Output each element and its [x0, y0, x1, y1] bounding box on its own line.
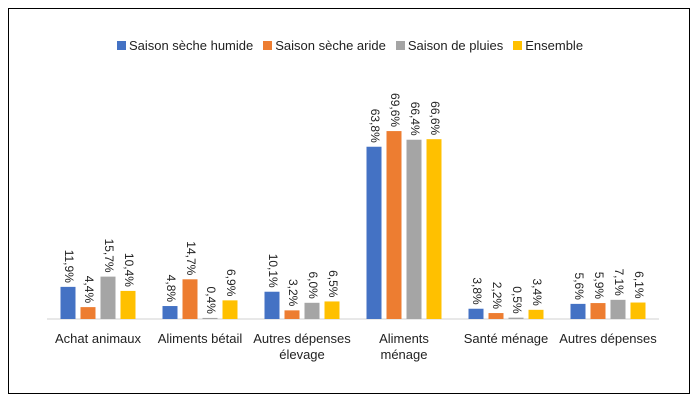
bar	[182, 279, 198, 319]
legend-label: Saison sèche humide	[128, 38, 254, 53]
data-label: 66,6%	[428, 101, 442, 135]
legend: Saison sèche humide Saison sèche aride Sai…	[0, 38, 700, 53]
bar	[60, 286, 76, 319]
x-tick-label: Autres dépenses	[559, 331, 657, 346]
data-label: 7,1%	[612, 268, 626, 296]
legend-item: Saison de pluies	[395, 38, 504, 53]
legend-label: Ensemble	[525, 38, 584, 53]
bar	[570, 303, 586, 319]
legend-swatch	[395, 41, 405, 50]
bar	[468, 308, 484, 319]
legend-item: Saison sèche humide	[116, 38, 254, 53]
legend-label: Saison de pluies	[407, 38, 504, 53]
bar	[284, 310, 300, 319]
bar	[508, 317, 524, 319]
legend-swatch	[513, 41, 523, 50]
data-label: 4,8%	[164, 275, 178, 303]
data-label: 66,4%	[408, 102, 422, 136]
bar	[590, 303, 606, 319]
bar	[386, 131, 402, 319]
data-label: 6,9%	[224, 269, 238, 297]
x-tick-label: Achat animaux	[55, 331, 141, 346]
bar	[264, 291, 280, 319]
data-label: 6,1%	[632, 271, 646, 299]
data-label: 63,8%	[368, 109, 382, 143]
chart-border	[8, 8, 690, 394]
x-tick-label: Aliments ménage	[379, 331, 429, 362]
data-label: 6,0%	[306, 271, 320, 299]
data-label: 3,4%	[530, 278, 544, 306]
bar	[488, 313, 504, 319]
bar	[426, 139, 442, 319]
data-label: 0,5%	[510, 286, 524, 314]
data-label: 3,8%	[470, 277, 484, 305]
bar	[610, 299, 626, 319]
bar	[406, 139, 422, 319]
data-label: 69,6%	[388, 93, 402, 127]
data-label: 4,4%	[82, 276, 96, 304]
bar	[366, 146, 382, 319]
data-label: 3,2%	[286, 279, 300, 307]
legend-item: Saison sèche aride	[263, 38, 386, 53]
x-tick-label: Aliments bétail	[157, 331, 243, 346]
legend-swatch	[263, 41, 273, 50]
data-label: 10,4%	[122, 253, 136, 287]
data-label: 0,4%	[204, 287, 218, 315]
bar	[80, 307, 96, 319]
legend-item: Ensemble	[513, 38, 583, 53]
data-label: 5,9%	[592, 272, 606, 300]
bar	[528, 309, 544, 319]
x-tick-label: Autres dépenses élevage	[253, 331, 351, 362]
legend-swatch	[116, 41, 126, 50]
data-label: 6,5%	[326, 270, 340, 298]
data-label: 10,1%	[266, 254, 280, 288]
x-tick-label: Santé ménage	[463, 331, 549, 346]
bar	[100, 276, 116, 319]
data-label: 14,7%	[184, 241, 198, 275]
bar	[162, 306, 178, 319]
bar	[324, 301, 340, 319]
data-label: 5,6%	[572, 273, 586, 301]
legend-label: Saison sèche aride	[275, 38, 386, 53]
bar	[202, 317, 218, 319]
data-label: 15,7%	[102, 239, 116, 273]
bar	[120, 290, 136, 319]
bar	[630, 302, 646, 319]
data-label: 2,2%	[490, 282, 504, 310]
bar	[222, 300, 238, 319]
bar	[304, 302, 320, 319]
data-label: 11,9%	[62, 250, 76, 283]
